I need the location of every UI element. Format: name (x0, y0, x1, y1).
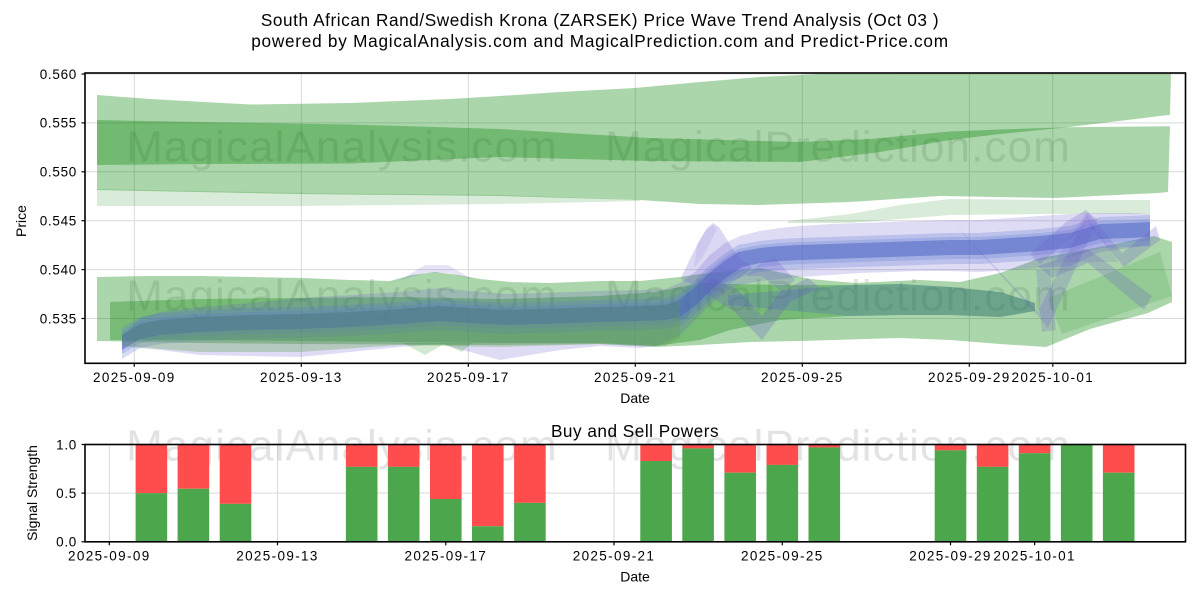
svg-text:MagicalPrediction.com: MagicalPrediction.com (605, 123, 1071, 172)
svg-text:2025-09-13: 2025-09-13 (260, 370, 343, 385)
svg-text:2025-10-01: 2025-10-01 (993, 549, 1076, 564)
svg-text:0.535: 0.535 (40, 311, 77, 326)
svg-text:South African Rand/Swedish Kro: South African Rand/Swedish Krona (ZARSEK… (261, 10, 939, 30)
svg-text:0.540: 0.540 (40, 262, 77, 277)
svg-text:Buy and Sell Powers: Buy and Sell Powers (551, 421, 719, 441)
svg-text:2025-10-01: 2025-10-01 (1012, 370, 1095, 385)
svg-text:2025-09-25: 2025-09-25 (761, 370, 844, 385)
svg-text:2025-09-29: 2025-09-29 (928, 370, 1011, 385)
svg-text:Date: Date (620, 390, 650, 406)
svg-text:Price: Price (13, 205, 29, 237)
svg-text:2025-09-21: 2025-09-21 (573, 549, 656, 564)
svg-text:0.0: 0.0 (56, 535, 77, 550)
svg-text:2025-09-13: 2025-09-13 (236, 549, 319, 564)
svg-text:0.550: 0.550 (40, 165, 77, 180)
svg-text:Date: Date (620, 569, 650, 585)
svg-text:2025-09-25: 2025-09-25 (741, 549, 824, 564)
svg-text:2025-09-09: 2025-09-09 (93, 370, 176, 385)
svg-text:2025-09-29: 2025-09-29 (909, 549, 992, 564)
svg-text:0.560: 0.560 (40, 67, 77, 82)
svg-text:Signal Strength: Signal Strength (24, 445, 40, 541)
svg-text:MagicalAnalysis.com: MagicalAnalysis.com (126, 123, 558, 172)
svg-text:0.545: 0.545 (40, 214, 77, 229)
svg-text:2025-09-17: 2025-09-17 (405, 549, 488, 564)
svg-text:1.0: 1.0 (56, 437, 77, 452)
svg-text:2025-09-09: 2025-09-09 (68, 549, 151, 564)
svg-text:2025-09-17: 2025-09-17 (427, 370, 510, 385)
svg-text:2025-09-21: 2025-09-21 (594, 370, 677, 385)
svg-text:powered by MagicalAnalysis.com: powered by MagicalAnalysis.com and Magic… (251, 31, 949, 51)
svg-text:0.555: 0.555 (40, 116, 77, 131)
svg-text:0.5: 0.5 (56, 486, 77, 501)
